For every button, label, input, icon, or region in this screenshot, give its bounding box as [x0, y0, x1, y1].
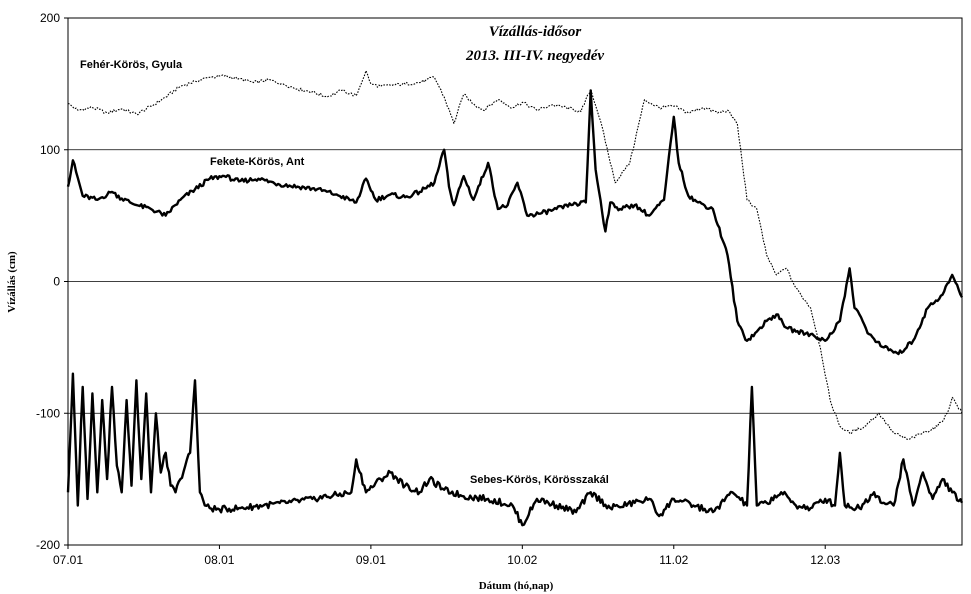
y-axis-label: Vízállás (cm): [6, 251, 18, 313]
series-label-sebes-koros: Sebes-Körös, Körösszakál: [470, 474, 609, 486]
y-tick-label: 200: [40, 11, 60, 25]
grid-lines: [68, 17, 962, 546]
x-tick-label: 12.03: [810, 553, 840, 567]
y-tick-label: 100: [40, 143, 60, 157]
x-tick-label: 09.01: [356, 553, 386, 567]
chart-title: Vízállás-idősor: [489, 24, 582, 40]
x-tick-label: 10.02: [507, 553, 537, 567]
series-label-fekete-koros: Fekete-Körös, Ant: [210, 156, 305, 168]
x-tick-label: 07.01: [53, 553, 83, 567]
series-line-0: [67, 70, 963, 441]
series-layer: [66, 70, 964, 527]
x-tick-label: 08.01: [204, 553, 234, 567]
series-label-feher-koros: Fehér-Körös, Gyula: [80, 59, 183, 71]
y-tick-label: -200: [36, 538, 60, 552]
series-line-2: [66, 372, 964, 527]
chart-subtitle: 2013. III-IV. negyedév: [465, 48, 604, 64]
x-tick-label: 11.02: [659, 553, 688, 567]
y-tick-label: 0: [53, 275, 60, 289]
x-axis-label: Dátum (hó,nap): [479, 580, 554, 592]
y-axis-ticks: -200 -100 0 100 200: [36, 11, 68, 552]
x-axis-ticks: 07.01 08.01 09.01 10.02 11.02 12.03: [53, 545, 841, 567]
series-line-1: [66, 89, 964, 356]
y-tick-label: -100: [36, 406, 60, 420]
